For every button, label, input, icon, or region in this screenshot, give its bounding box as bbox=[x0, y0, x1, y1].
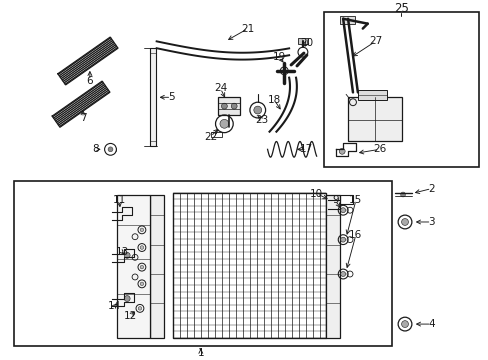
Circle shape bbox=[401, 219, 407, 225]
Circle shape bbox=[124, 296, 130, 302]
Text: 21: 21 bbox=[241, 24, 254, 33]
Bar bbox=[117, 195, 149, 338]
Text: 2: 2 bbox=[427, 184, 434, 194]
Text: 17: 17 bbox=[300, 144, 313, 154]
Circle shape bbox=[220, 120, 228, 128]
Text: 5: 5 bbox=[168, 92, 174, 102]
Bar bbox=[357, 90, 386, 100]
Bar bbox=[149, 195, 163, 338]
Circle shape bbox=[253, 106, 261, 114]
Text: 25: 25 bbox=[393, 3, 407, 15]
Text: 20: 20 bbox=[300, 38, 313, 48]
Circle shape bbox=[138, 307, 142, 310]
Bar bbox=[340, 16, 354, 24]
Circle shape bbox=[140, 265, 143, 269]
Bar bbox=[347, 97, 401, 141]
Circle shape bbox=[340, 271, 345, 276]
Text: 9: 9 bbox=[331, 195, 338, 206]
Circle shape bbox=[340, 208, 345, 213]
Text: 18: 18 bbox=[267, 95, 281, 105]
Circle shape bbox=[140, 228, 143, 231]
Bar bbox=[149, 48, 155, 147]
Circle shape bbox=[140, 282, 143, 285]
Bar bbox=[14, 181, 391, 346]
Text: 15: 15 bbox=[348, 195, 362, 206]
Text: 27: 27 bbox=[368, 36, 382, 46]
Text: 13: 13 bbox=[116, 247, 129, 257]
Circle shape bbox=[401, 321, 407, 328]
Text: 1: 1 bbox=[197, 347, 203, 357]
Bar bbox=[218, 97, 240, 115]
Bar bbox=[326, 195, 340, 338]
Circle shape bbox=[339, 148, 345, 154]
Circle shape bbox=[140, 246, 143, 249]
Text: 23: 23 bbox=[255, 115, 268, 125]
Text: 7: 7 bbox=[80, 113, 86, 123]
Bar bbox=[297, 39, 307, 44]
Circle shape bbox=[108, 147, 113, 152]
Text: 22: 22 bbox=[203, 131, 217, 141]
Text: 12: 12 bbox=[123, 311, 137, 321]
Text: 26: 26 bbox=[372, 144, 386, 154]
Bar bbox=[210, 132, 222, 136]
Text: 6: 6 bbox=[86, 76, 93, 86]
Text: 14: 14 bbox=[107, 301, 121, 311]
Circle shape bbox=[231, 103, 237, 109]
Text: 8: 8 bbox=[92, 144, 99, 154]
Text: 3: 3 bbox=[427, 217, 434, 227]
Circle shape bbox=[400, 192, 405, 197]
Text: 24: 24 bbox=[213, 84, 226, 94]
Text: 10: 10 bbox=[309, 189, 323, 198]
Text: 16: 16 bbox=[348, 230, 362, 240]
Circle shape bbox=[221, 103, 227, 109]
Text: 11: 11 bbox=[112, 195, 126, 206]
Text: 19: 19 bbox=[272, 52, 285, 62]
Circle shape bbox=[340, 237, 345, 242]
Circle shape bbox=[124, 252, 130, 258]
Bar bbox=[323, 12, 478, 167]
Bar bbox=[173, 193, 326, 338]
Text: 4: 4 bbox=[427, 319, 434, 329]
